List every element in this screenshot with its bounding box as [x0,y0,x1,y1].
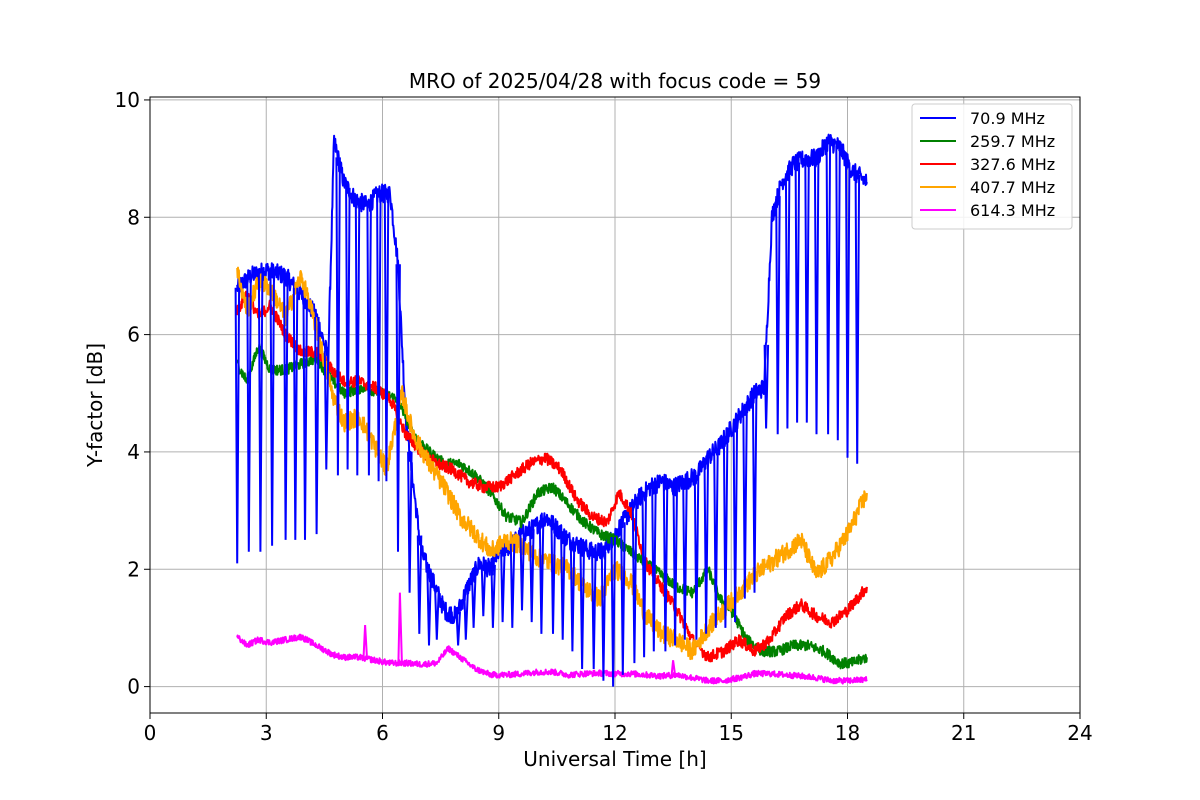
series-dip-1 [794,162,801,423]
series-dip-5 [362,624,368,659]
y-tick-label: 2 [127,557,140,581]
series-dip-1 [751,393,758,593]
series-dip-1 [490,564,496,628]
series-dip-1 [713,449,719,628]
legend: 70.9 MHz 259.7 MHz 327.6 MHz 407.7 MHz 614.3… [911,103,1073,230]
legend-label: 614.3 MHz [970,201,1055,220]
x-tick-label: 15 [719,721,744,745]
series-dip-1 [234,287,241,564]
series-dip-1 [366,203,372,476]
series-dip-1 [845,162,851,458]
series-dip-1 [500,549,506,623]
y-axis-label: Y-factor [dB] [83,343,107,468]
x-tick-label: 3 [260,721,273,745]
x-tick-label: 18 [835,721,860,745]
series-dip-1 [579,546,585,670]
series-dip-1 [538,520,545,634]
series-dip-1 [383,193,390,482]
series-dip-1 [732,422,739,623]
series-dip-1 [471,575,477,628]
series-dip-1 [509,543,516,628]
series-dip-1 [835,145,841,441]
y-tick-label: 4 [127,440,140,464]
series-dip-1 [550,524,556,634]
series-dip-1 [455,611,461,646]
series-dip-1 [434,590,440,640]
x-tick-label: 9 [492,721,505,745]
series-dip-1 [314,316,320,535]
series-line-5 [236,633,868,685]
series-line-1 [236,133,868,625]
series-dip-1 [480,565,487,617]
series-dip-1 [784,173,791,429]
series-dip-1 [302,299,308,540]
series-dip-1 [416,535,423,634]
series-dip-1 [376,193,382,482]
series-dip-1 [620,522,626,675]
series-dip-1 [323,351,330,470]
series-dip-5 [397,592,403,664]
series-dip-1 [445,612,452,623]
series-dip-1 [426,571,432,646]
legend-label: 407.7 MHz [970,178,1055,197]
y-tick-label: 0 [127,675,140,699]
series-dip-1 [269,271,275,546]
series-dip-1 [529,529,535,623]
x-tick-label: 21 [951,721,976,745]
series-dip-1 [335,157,341,476]
series-dip-1 [703,460,709,634]
series-dip-1 [569,541,576,652]
x-tick-label: 12 [602,721,627,745]
series-dip-5 [670,660,677,676]
series-dip-1 [591,551,597,670]
series-dip-1 [463,591,469,640]
chart-title: MRO of 2025/04/28 with focus code = 59 [409,69,821,93]
series-dip-1 [813,158,820,435]
series-dip-1 [519,534,525,611]
series-dip-1 [407,451,413,593]
series-dip-1 [354,200,361,476]
legend-box [911,103,1073,230]
y-tick-label: 10 [115,88,140,112]
series-dip-1 [283,275,289,540]
series-dip-1 [662,483,669,652]
plot-area [234,133,868,687]
series-line-3 [236,290,868,663]
series-dip-1 [742,407,748,599]
series-dip-1 [610,536,616,687]
series-dip-1 [600,551,607,681]
series-dip-1 [641,492,647,658]
y-tick-label: 6 [127,323,140,347]
x-tick-label: 0 [144,721,157,745]
series-dip-1 [395,264,401,552]
x-axis-label: Universal Time [h] [523,747,706,771]
x-tick-label: 24 [1067,721,1092,745]
x-tick-label: 6 [376,721,389,745]
series-dip-1 [631,504,638,664]
series-line-2 [236,343,868,670]
series-dip-1 [246,277,252,552]
series-dip-1 [292,287,299,540]
legend-label: 327.6 MHz [970,155,1055,174]
series-dip-1 [345,187,351,470]
series-dip-1 [854,174,861,464]
series-dip-1 [560,534,566,640]
series-dip-1 [763,344,770,429]
series-dip-1 [682,481,688,640]
legend-label: 70.9 MHz [970,109,1045,128]
series-dip-1 [722,437,729,628]
series-dip-1 [804,158,810,423]
y-tick-label: 8 [127,205,140,229]
series-dip-1 [672,486,678,646]
legend-label: 259.7 MHz [970,132,1055,151]
series-dip-1 [651,485,657,652]
series-dip-1 [825,140,832,435]
series-dip-1 [257,272,264,552]
series-dip-1 [775,196,781,435]
series-dip-1 [693,475,700,640]
